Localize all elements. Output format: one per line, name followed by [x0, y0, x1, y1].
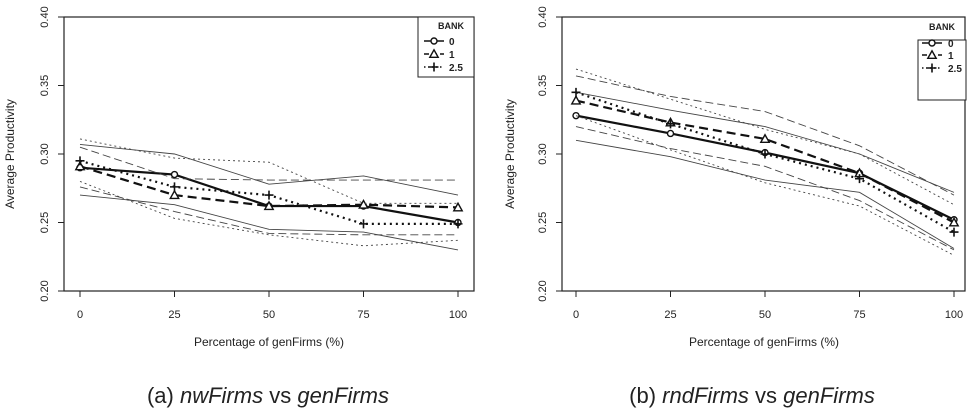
legend-label-2: 2.5 — [449, 63, 463, 74]
series-2.5-point — [949, 227, 959, 237]
y-tick-label: 0.35 — [39, 75, 51, 96]
y-tick-label: 0.35 — [537, 75, 549, 96]
series-2.5-point — [75, 156, 85, 166]
y-tick-label: 0.40 — [39, 6, 51, 27]
series-0-point — [170, 170, 179, 179]
series-2.5-point — [666, 119, 675, 129]
series-2.5-upper-bound — [79, 138, 458, 204]
legend: BANK 0 1 2.5 — [417, 16, 475, 78]
legend-title: BANK — [929, 22, 955, 32]
series-0-upper-bound — [575, 91, 955, 193]
x-tick-label: 50 — [759, 309, 771, 321]
y-axis-label: Average Productivity — [3, 99, 17, 209]
series-0-lower-bound — [575, 139, 955, 249]
legend-key-1-marker — [926, 49, 938, 60]
x-tick-label: 75 — [357, 309, 369, 321]
series-1-point — [570, 94, 582, 105]
series-2.5-point — [359, 219, 368, 229]
caption-b-term-1: rndFirms — [662, 383, 749, 408]
caption-b-prefix: (b) — [629, 383, 662, 408]
series-2.5-point — [855, 174, 864, 184]
legend-key-2.5-marker — [927, 63, 937, 73]
x-tick-label: 50 — [263, 309, 275, 321]
series-1-point — [452, 201, 464, 212]
series-2.5-upper-bound — [575, 68, 955, 206]
series-2.5-point — [571, 87, 581, 97]
y-tick-label: 0.25 — [39, 212, 51, 233]
legend: BANK 0 1 2.5 — [917, 22, 967, 101]
series-0-lower-bound — [79, 194, 459, 251]
series-2.5-point — [170, 182, 179, 192]
caption-a-mid: vs — [263, 383, 297, 408]
caption-a-term-1: nwFirms — [180, 383, 263, 408]
series-0-point — [666, 129, 675, 138]
series-1-upper-bound — [79, 146, 458, 181]
x-tick-label: 75 — [853, 309, 865, 321]
series-1-line — [575, 99, 955, 224]
y-tick-label: 0.30 — [39, 143, 51, 164]
series-1-point — [263, 200, 275, 211]
legend-label-2: 2.5 — [948, 64, 962, 75]
caption-b-term-2: genFirms — [783, 383, 875, 408]
series-2.5-point — [453, 219, 463, 229]
series-1-point — [358, 199, 369, 209]
legend-title: BANK — [438, 21, 464, 31]
x-tick-label: 0 — [573, 309, 579, 321]
legend-label-1: 1 — [948, 51, 954, 62]
y-tick-label: 0.25 — [537, 212, 549, 233]
x-tick-label: 0 — [77, 309, 83, 321]
series-1-lower-bound — [575, 126, 955, 251]
series-2.5-lower-bound — [575, 115, 955, 256]
caption-b: (b) rndFirms vs genFirms — [629, 383, 875, 408]
legend-label-1: 1 — [449, 50, 455, 61]
caption-a-prefix: (a) — [147, 383, 180, 408]
legend-key-1-marker — [428, 48, 440, 59]
series-1-point — [948, 216, 960, 227]
x-axis-label: Percentage of genFirms (%) — [194, 335, 344, 349]
legend-box — [417, 16, 475, 78]
x-tick-label: 25 — [168, 309, 180, 321]
legend-label-0: 0 — [449, 37, 455, 48]
y-tick-label: 0.20 — [39, 280, 51, 301]
legend-keys — [922, 39, 942, 73]
x-tick-label: 100 — [449, 309, 467, 321]
caption-a-term-2: genFirms — [297, 383, 389, 408]
series-2.5-point — [760, 149, 770, 159]
legend-keys — [424, 37, 444, 72]
y-tick-label: 0.30 — [537, 143, 549, 164]
series-1-point — [74, 160, 86, 171]
legend-label-0: 0 — [948, 39, 954, 50]
series-0-upper-bound — [79, 143, 459, 196]
chart-marks: 0 25 50 75 100 0.20 0.25 0.30 0.35 0.40 — [39, 6, 467, 321]
x-tick-label: 100 — [945, 309, 963, 321]
x-axis-label: Percentage of genFirms (%) — [689, 335, 839, 349]
series-1-point — [759, 133, 771, 143]
panel-b-chart: Average Productivity Percentage of genFi… — [503, 6, 967, 349]
y-tick-label: 0.40 — [537, 6, 549, 27]
series-2.5-point — [264, 190, 274, 200]
caption-b-mid: vs — [749, 383, 783, 408]
legend-key-0-marker — [928, 39, 936, 47]
series-1-point — [169, 189, 180, 200]
y-axis-label: Average Productivity — [503, 99, 517, 209]
legend-box — [917, 39, 967, 101]
plot-frame — [63, 16, 475, 292]
caption-a: (a) nwFirms vs genFirms — [147, 383, 389, 408]
legend-key-2.5-marker — [429, 62, 439, 72]
x-tick-label: 25 — [664, 309, 676, 321]
legend-key-0-marker — [430, 37, 438, 45]
y-tick-label: 0.20 — [537, 280, 549, 301]
series-1-lower-bound — [79, 186, 458, 236]
panel-a-chart: Average Productivity Percentage of genFi… — [3, 6, 475, 349]
chart-marks: 0 25 50 75 100 0.20 0.25 0.30 0.35 0.40 — [537, 6, 963, 321]
series-0-line — [575, 114, 955, 221]
